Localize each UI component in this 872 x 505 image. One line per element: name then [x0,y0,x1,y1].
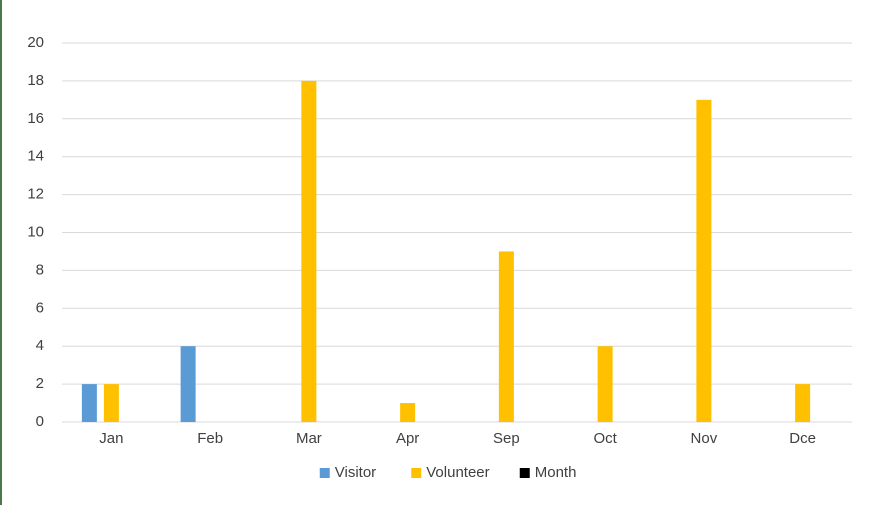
x-tick-label: Mar [296,430,322,447]
x-tick-label: Oct [593,430,617,447]
x-tick-label: Apr [396,430,419,447]
x-tick-label: Sep [493,430,520,447]
bar [103,384,119,422]
bar [498,251,514,422]
legend-label: Visitor [335,464,376,481]
bar [180,346,196,422]
y-tick-label: 16 [27,110,44,127]
y-tick-label: 20 [27,34,44,51]
y-tick-label: 4 [36,337,44,354]
legend-swatch [319,468,330,478]
legend-label: Volunteer [426,464,489,481]
x-tick-label: Nov [691,430,718,447]
y-tick-label: 8 [36,261,44,278]
x-tick-label: Feb [197,430,223,447]
y-tick-label: 10 [27,223,44,240]
legend-swatch [411,468,422,478]
y-tick-label: 2 [36,375,44,392]
y-tick-label: 12 [27,186,44,203]
bar [301,80,317,423]
x-tick-label: Dce [789,430,816,447]
bar [597,346,613,422]
y-tick-label: 14 [27,148,44,165]
y-tick-label: 18 [27,72,44,89]
bar [795,384,811,422]
bar [400,403,416,422]
bar [696,99,712,422]
y-tick-label: 6 [36,299,44,316]
legend-swatch [519,468,530,478]
legend-label: Month [535,464,577,481]
bar [81,384,97,422]
y-tick-label: 0 [36,413,44,430]
x-tick-label: Jan [99,430,123,447]
